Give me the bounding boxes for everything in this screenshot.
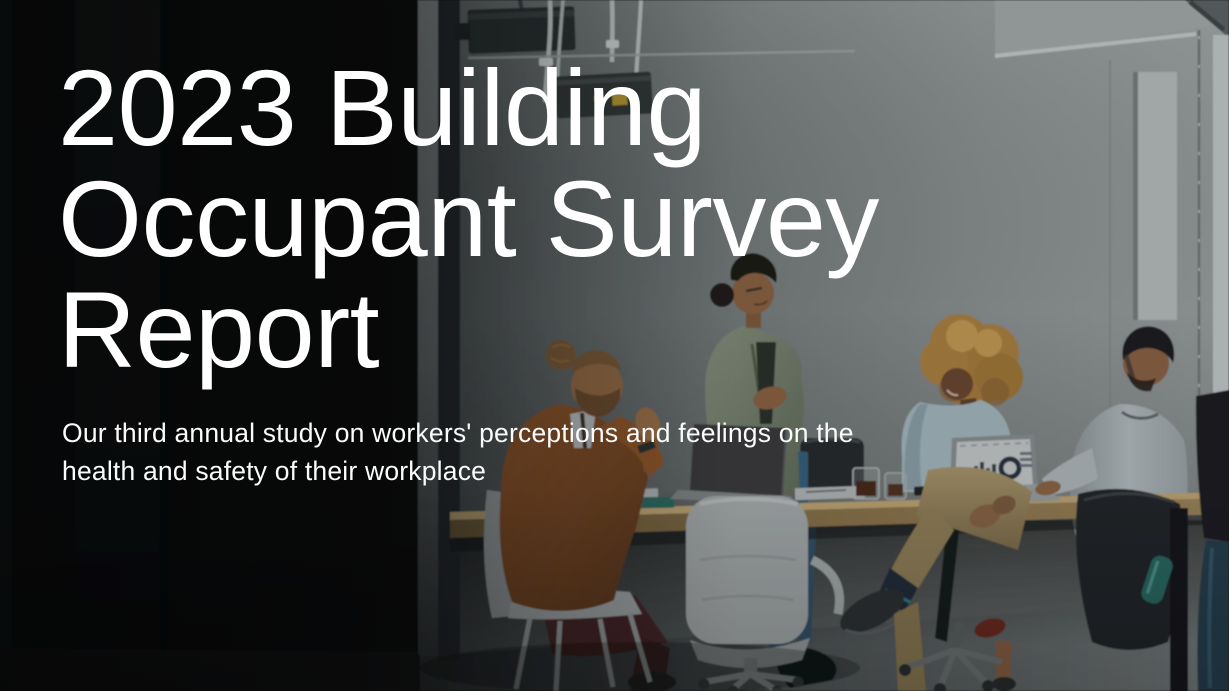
subtitle-line-1: Our third annual study on workers' perce…: [62, 418, 854, 448]
subtitle-line-2: health and safety of their workplace: [62, 456, 487, 486]
page-title: 2023 Building Occupant Survey Report: [58, 52, 879, 385]
page-subtitle: Our third annual study on workers' perce…: [62, 414, 854, 490]
title-line-2: Occupant Survey: [58, 158, 879, 279]
title-line-3: Report: [58, 269, 380, 390]
title-line-1: 2023 Building: [58, 47, 707, 168]
